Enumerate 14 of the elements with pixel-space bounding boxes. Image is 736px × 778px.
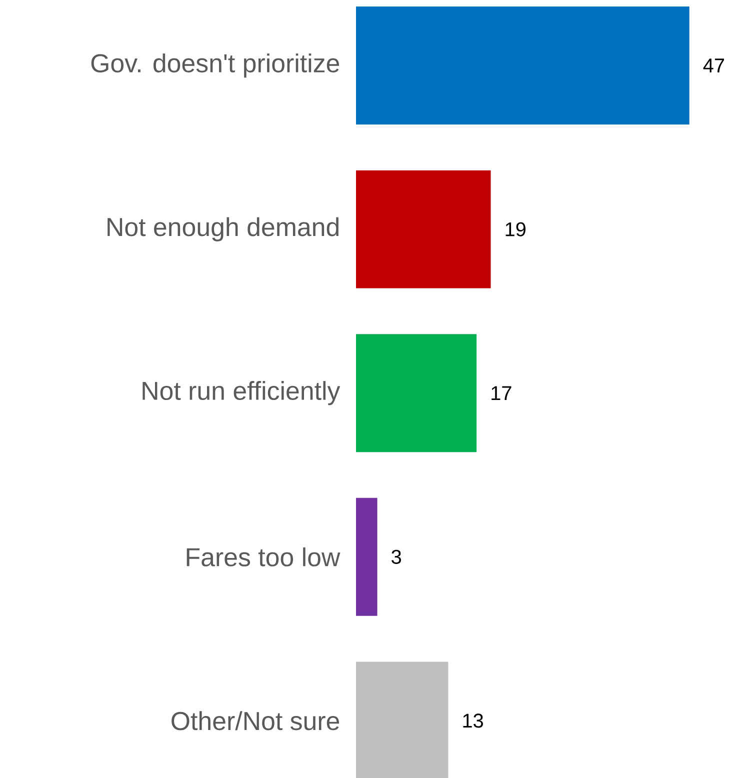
y-tick-label: Not enough demand bbox=[108, 217, 338, 242]
bar bbox=[356, 6, 690, 124]
data-label: 47 bbox=[703, 58, 724, 72]
y-tick-label: Gov. doesn't prioritize bbox=[91, 53, 340, 78]
data-label: 17 bbox=[492, 386, 512, 400]
bar bbox=[356, 170, 491, 288]
data-label: 3 bbox=[392, 550, 401, 564]
data-label: 19 bbox=[506, 222, 526, 236]
y-tick-label: Fares too low bbox=[186, 547, 340, 566]
bar bbox=[356, 498, 378, 616]
bar bbox=[356, 334, 477, 452]
data-label: 13 bbox=[463, 714, 484, 728]
y-tick-label: Other/Not sure bbox=[172, 711, 340, 730]
y-tick-label: Not run efficiently bbox=[142, 381, 340, 406]
